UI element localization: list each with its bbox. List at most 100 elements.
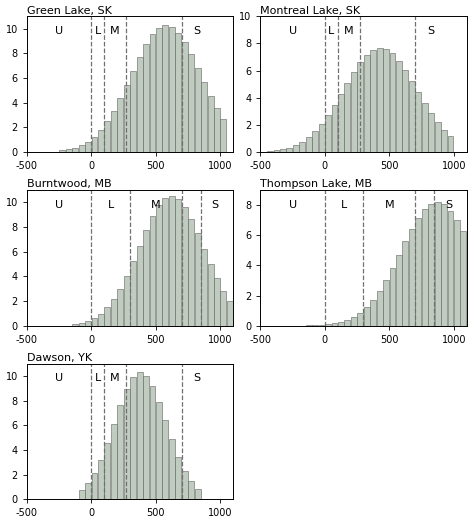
Bar	[156, 28, 162, 152]
Bar	[104, 443, 110, 499]
Text: U: U	[55, 373, 63, 384]
Bar	[79, 145, 84, 152]
Bar	[325, 115, 331, 152]
Text: M: M	[151, 200, 161, 210]
Bar	[98, 130, 104, 152]
Bar	[299, 142, 305, 152]
Text: L: L	[108, 200, 114, 210]
Bar	[428, 204, 434, 326]
Bar	[428, 113, 434, 152]
Bar	[85, 321, 91, 326]
Bar	[104, 121, 110, 152]
Text: Green Lake, SK: Green Lake, SK	[27, 6, 112, 16]
Bar	[111, 424, 117, 499]
Bar	[188, 482, 194, 499]
Bar	[175, 456, 181, 499]
Bar	[182, 207, 188, 326]
Bar	[118, 406, 123, 499]
Bar	[130, 377, 136, 499]
Bar	[201, 249, 207, 326]
Bar	[130, 71, 136, 152]
Text: S: S	[427, 26, 434, 36]
Bar	[182, 42, 188, 152]
Bar	[390, 268, 395, 326]
Bar	[220, 291, 227, 326]
Bar	[377, 291, 383, 326]
Text: S: S	[193, 26, 201, 36]
Bar	[331, 323, 337, 326]
Bar	[357, 62, 363, 152]
Bar	[377, 48, 383, 152]
Bar	[163, 25, 168, 152]
Bar	[357, 313, 363, 326]
Bar	[467, 244, 473, 326]
Bar	[85, 141, 91, 152]
Bar	[118, 289, 123, 326]
Bar	[460, 231, 466, 326]
Bar	[188, 219, 194, 326]
Bar	[370, 300, 376, 326]
Bar	[150, 386, 155, 499]
Text: L: L	[95, 373, 101, 384]
Text: L: L	[341, 200, 347, 210]
Text: M: M	[384, 200, 394, 210]
Bar	[175, 199, 181, 326]
Bar	[143, 376, 149, 499]
Text: L: L	[95, 26, 101, 36]
Bar	[351, 317, 357, 326]
Bar	[137, 246, 143, 326]
Bar	[156, 402, 162, 499]
Bar	[390, 53, 395, 152]
Text: M: M	[110, 26, 120, 36]
Bar	[306, 137, 312, 152]
Bar	[85, 483, 91, 499]
Text: M: M	[110, 373, 120, 384]
Text: U: U	[289, 26, 297, 36]
Bar	[195, 233, 201, 326]
Bar	[143, 44, 149, 152]
Text: Burntwood, MB: Burntwood, MB	[27, 179, 111, 189]
Text: Dawson, YK: Dawson, YK	[27, 353, 92, 363]
Bar	[396, 61, 402, 152]
Bar	[124, 85, 130, 152]
Bar	[150, 216, 155, 326]
Bar	[402, 70, 409, 152]
Bar	[195, 68, 201, 152]
Bar	[111, 111, 117, 152]
Bar	[441, 204, 447, 326]
Bar	[137, 57, 143, 152]
Bar	[169, 196, 175, 326]
Bar	[98, 314, 104, 326]
Bar	[338, 94, 344, 152]
Bar	[72, 148, 78, 152]
Bar	[214, 278, 220, 326]
Bar	[319, 124, 325, 152]
Bar	[66, 149, 72, 152]
Bar	[59, 150, 65, 152]
Bar	[137, 373, 143, 499]
Bar	[182, 471, 188, 499]
Bar	[220, 119, 227, 152]
Bar	[293, 145, 299, 152]
Bar	[331, 105, 337, 152]
Bar	[441, 130, 447, 152]
Bar	[312, 132, 318, 152]
Bar	[169, 440, 175, 499]
Bar	[364, 54, 370, 152]
Bar	[156, 205, 162, 326]
Bar	[195, 489, 201, 499]
Bar	[201, 82, 207, 152]
Bar	[208, 96, 213, 152]
Bar	[273, 150, 280, 152]
Bar	[79, 323, 84, 326]
Bar	[208, 264, 213, 326]
Text: L: L	[328, 26, 334, 36]
Bar	[409, 81, 415, 152]
Text: S: S	[193, 373, 201, 384]
Bar	[396, 255, 402, 326]
Bar	[402, 242, 409, 326]
Bar	[150, 34, 155, 152]
Bar	[280, 149, 286, 152]
Bar	[124, 276, 130, 326]
Bar	[124, 389, 130, 499]
